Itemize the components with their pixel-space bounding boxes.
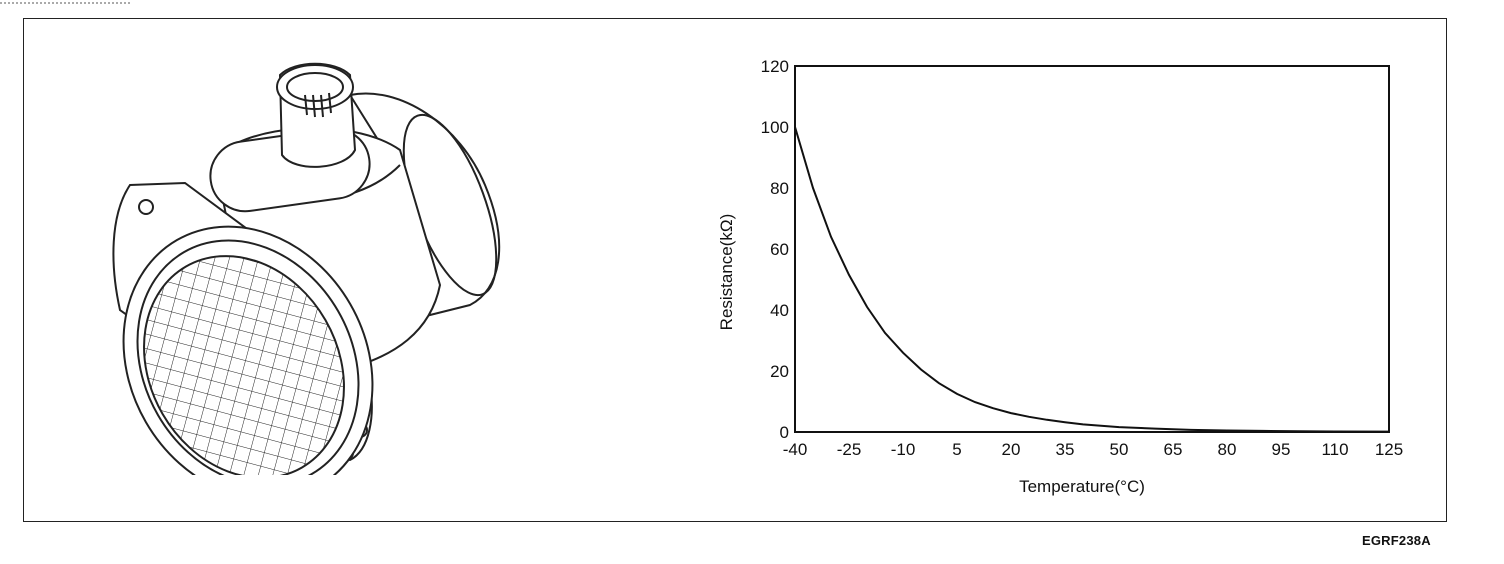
y-axis-ticks: 0 20 40 60 80 100 120 bbox=[761, 57, 789, 442]
figure-frame bbox=[23, 18, 1447, 522]
x-axis-label: Temperature(°C) bbox=[1019, 477, 1145, 496]
x-tick-label: 50 bbox=[1110, 440, 1129, 459]
y-axis-label: Resistance(kΩ) bbox=[717, 214, 736, 331]
y-tick-label: 0 bbox=[780, 423, 789, 442]
x-tick-label: 110 bbox=[1321, 440, 1348, 459]
x-tick-label: 65 bbox=[1164, 440, 1183, 459]
x-tick-label: 95 bbox=[1272, 440, 1291, 459]
y-tick-label: 40 bbox=[770, 301, 789, 320]
y-tick-label: 120 bbox=[761, 57, 789, 76]
series-line bbox=[794, 126, 1390, 433]
plot-area bbox=[794, 65, 1390, 433]
x-tick-label: 5 bbox=[952, 440, 961, 459]
x-axis-ticks: -40 -25 -10 5 20 35 50 65 80 95 110 125 bbox=[783, 440, 1403, 459]
x-tick-label: -10 bbox=[891, 440, 916, 459]
x-tick-label: 20 bbox=[1002, 440, 1021, 459]
x-tick-label: 80 bbox=[1218, 440, 1237, 459]
y-tick-label: 20 bbox=[770, 362, 789, 381]
series-points bbox=[795, 127, 1389, 432]
crop-mark bbox=[0, 2, 130, 4]
x-tick-label: -25 bbox=[837, 440, 862, 459]
x-tick-label: -40 bbox=[783, 440, 808, 459]
y-tick-label: 100 bbox=[761, 118, 789, 137]
y-tick-label: 80 bbox=[770, 179, 789, 198]
air-flow-sensor-illustration bbox=[112, 62, 501, 475]
figure-code: EGRF238A bbox=[1362, 533, 1431, 548]
x-tick-label: 125 bbox=[1375, 440, 1403, 459]
x-tick-label: 35 bbox=[1056, 440, 1075, 459]
y-tick-label: 60 bbox=[770, 240, 789, 259]
